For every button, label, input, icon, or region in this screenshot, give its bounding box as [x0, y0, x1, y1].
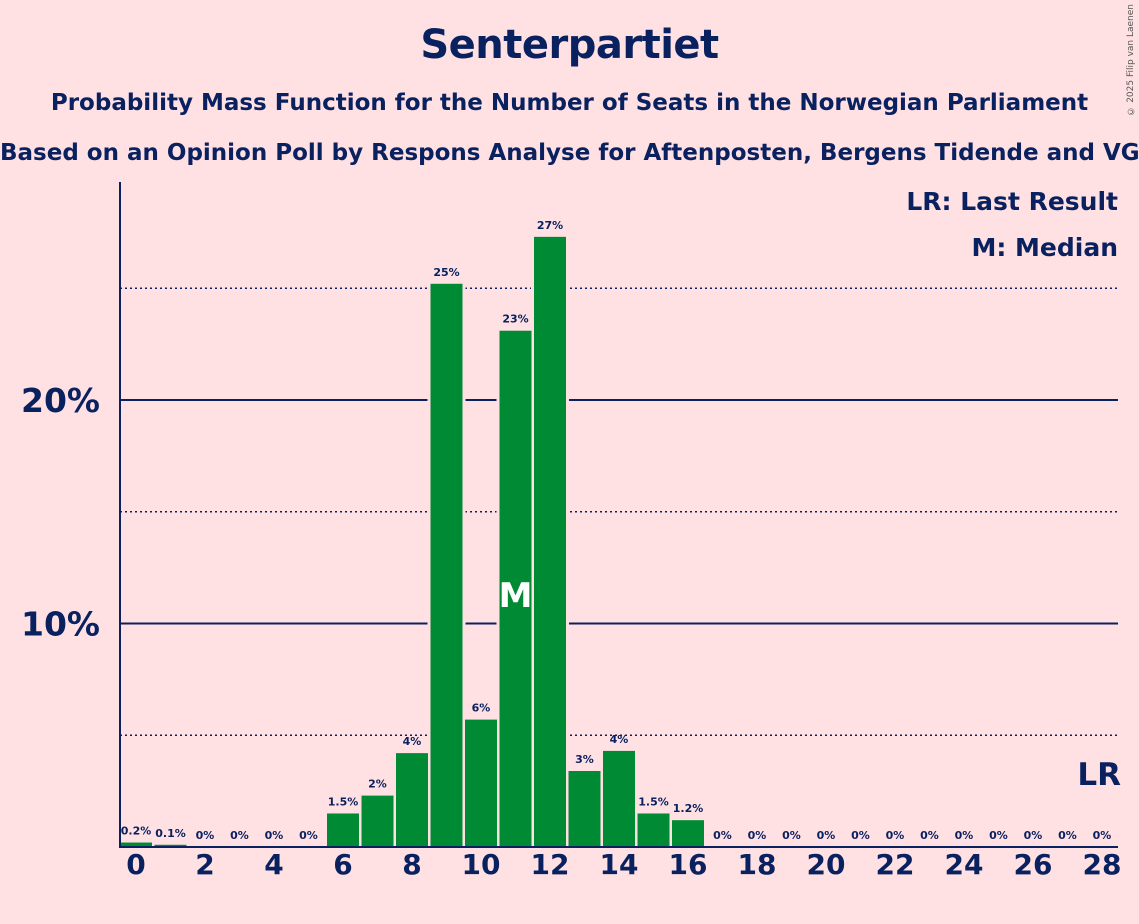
data-label: 1.5% [638, 795, 669, 808]
bar-seat-1 [154, 844, 187, 847]
bar-seat-8 [396, 753, 428, 847]
bar-seat-12 [534, 236, 566, 848]
data-label: 2% [368, 778, 387, 791]
data-label: 0% [713, 829, 732, 842]
x-tick-label: 20 [807, 848, 846, 881]
bar-seat-14 [603, 750, 635, 847]
bar-seat-13 [568, 771, 601, 847]
data-label: 0% [748, 829, 767, 842]
x-tick-label: 28 [1083, 848, 1122, 881]
bar-seat-7 [361, 795, 394, 847]
data-label: 0% [230, 829, 249, 842]
chart-subtitle: Probability Mass Function for the Number… [50, 90, 1089, 116]
data-label: 1.2% [673, 802, 704, 815]
chart-title: Senterpartiet [420, 22, 719, 68]
chart-source-line: Based on an Opinion Poll by Respons Anal… [0, 140, 1139, 166]
x-tick-label: 14 [600, 848, 639, 881]
data-label: 0% [817, 829, 836, 842]
data-label: 27% [537, 219, 563, 232]
data-label: 0.1% [155, 827, 186, 840]
data-label: 0% [851, 829, 870, 842]
data-label: 4% [610, 733, 629, 746]
bar-seat-15 [637, 813, 670, 847]
x-tick-label: 16 [669, 848, 708, 881]
data-label: 0.2% [121, 825, 152, 838]
x-tick-label: 10 [462, 848, 501, 881]
bar-seat-16 [672, 820, 704, 847]
last-result-marker: LR [1077, 757, 1121, 793]
data-label: 0% [265, 829, 284, 842]
x-tick-label: 4 [264, 848, 283, 881]
data-label: 25% [433, 266, 459, 279]
data-label: 0% [1058, 829, 1077, 842]
data-label: 4% [403, 735, 422, 748]
x-tick-label: 24 [945, 848, 984, 881]
x-tick-label: 0 [126, 848, 145, 881]
data-label: 0% [196, 829, 215, 842]
x-tick-label: 12 [531, 848, 570, 881]
x-tick-label: 22 [876, 848, 915, 881]
legend-entry: M: Median [971, 233, 1118, 262]
median-marker: M [499, 576, 533, 616]
data-label: 0% [989, 829, 1008, 842]
bar-seat-6 [327, 813, 359, 847]
x-tick-label: 18 [738, 848, 777, 881]
data-label: 23% [502, 313, 528, 326]
x-tick-label: 8 [402, 848, 421, 881]
data-label: 0% [782, 829, 801, 842]
data-label: 0% [299, 829, 318, 842]
bar-seat-9 [430, 283, 463, 847]
x-tick-label: 2 [195, 848, 214, 881]
data-label: 0% [920, 829, 939, 842]
bar-seat-11 [499, 330, 532, 848]
bar-seat-0 [120, 842, 152, 847]
y-tick-label: 10% [21, 605, 100, 644]
legend-entry: LR: Last Result [906, 187, 1118, 216]
y-tick-label: 20% [21, 381, 100, 420]
bar-seat-10 [465, 719, 497, 847]
data-label: 3% [575, 753, 594, 766]
x-tick-label: 26 [1014, 848, 1053, 881]
data-label: 0% [955, 829, 974, 842]
data-label: 0% [1093, 829, 1112, 842]
data-label: 6% [472, 702, 491, 715]
data-label: 0% [1024, 829, 1043, 842]
data-label: 0% [886, 829, 905, 842]
x-tick-label: 6 [333, 848, 352, 881]
data-label: 1.5% [328, 795, 359, 808]
